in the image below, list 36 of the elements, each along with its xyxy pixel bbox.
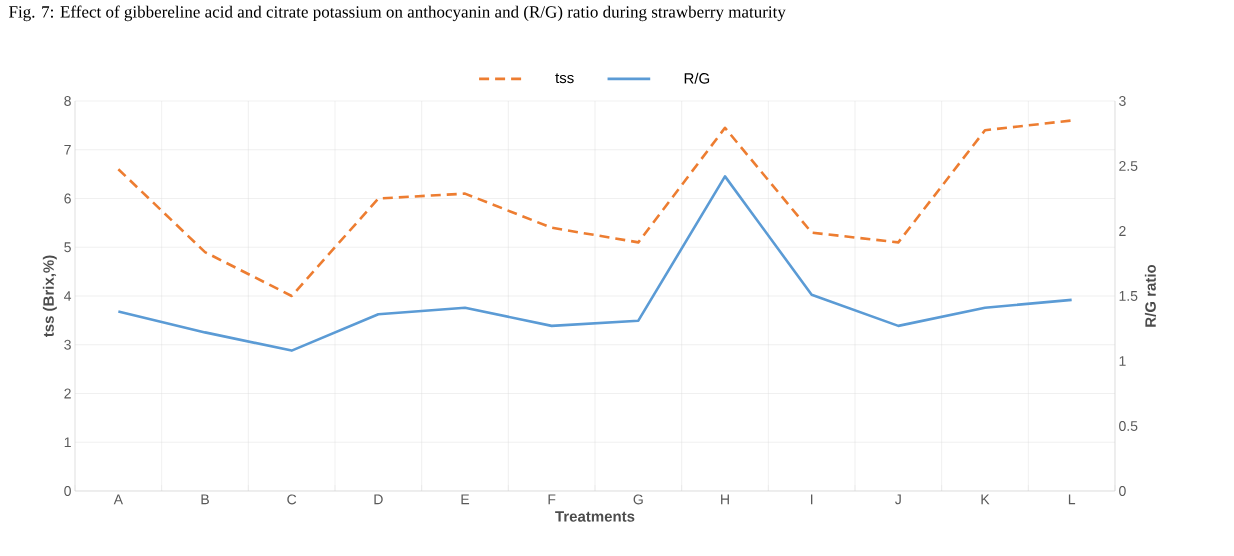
y-tick-label: 2 (64, 388, 71, 399)
x-tick-label: D (374, 494, 383, 505)
x-tick-label: G (633, 494, 643, 505)
x-axis-title: Treatments (555, 511, 635, 522)
y-tick-label: 4 (64, 291, 72, 301)
x-tick-label: E (461, 494, 470, 505)
y-tick-label: 3 (64, 339, 71, 350)
y-tick-label: 8 (64, 96, 71, 106)
y2-tick-label: 2 (1119, 226, 1126, 236)
x-tick-label: J (895, 494, 901, 505)
x-tick-label: F (548, 494, 556, 505)
x-tick-label: A (113, 494, 123, 505)
y2-tick-label: 2.5 (1119, 161, 1138, 171)
x-tick-label: C (287, 494, 297, 505)
y-tick-label: 0 (64, 486, 71, 496)
x-tick-label: B (201, 494, 209, 505)
x-tick-label: H (721, 494, 729, 505)
legend-label: R/G (684, 72, 710, 84)
chart-title: Fig. 7: Effect of gibbereline acid and citrate potassium on anthocyanin and (R/G) ratio during strawberry maturity (9, 5, 786, 22)
y-tick-label: 1 (64, 437, 71, 448)
y-tick-label: 7 (64, 144, 71, 155)
x-tick-label: K (981, 494, 990, 505)
x-tick-label: I (811, 494, 813, 505)
y2-tick-label: 1.5 (1119, 291, 1138, 301)
y-axis-title: tss (Brix,%) (42, 255, 57, 338)
line-series (117, 175, 1073, 352)
y-tick-label: 6 (64, 193, 71, 204)
y2-tick-label: 3 (1119, 96, 1126, 106)
y2-tick-label: 1 (1119, 356, 1126, 366)
x-tick-label: L (1068, 494, 1076, 505)
line-series (117, 119, 1073, 298)
y-tick-label: 5 (64, 242, 71, 253)
y2-tick-label: 0.5 (1119, 421, 1138, 431)
legend-label: tss (555, 73, 574, 84)
y2-tick-label: 0 (1119, 486, 1126, 496)
y2-axis-title: R/G ratio (1144, 264, 1157, 327)
